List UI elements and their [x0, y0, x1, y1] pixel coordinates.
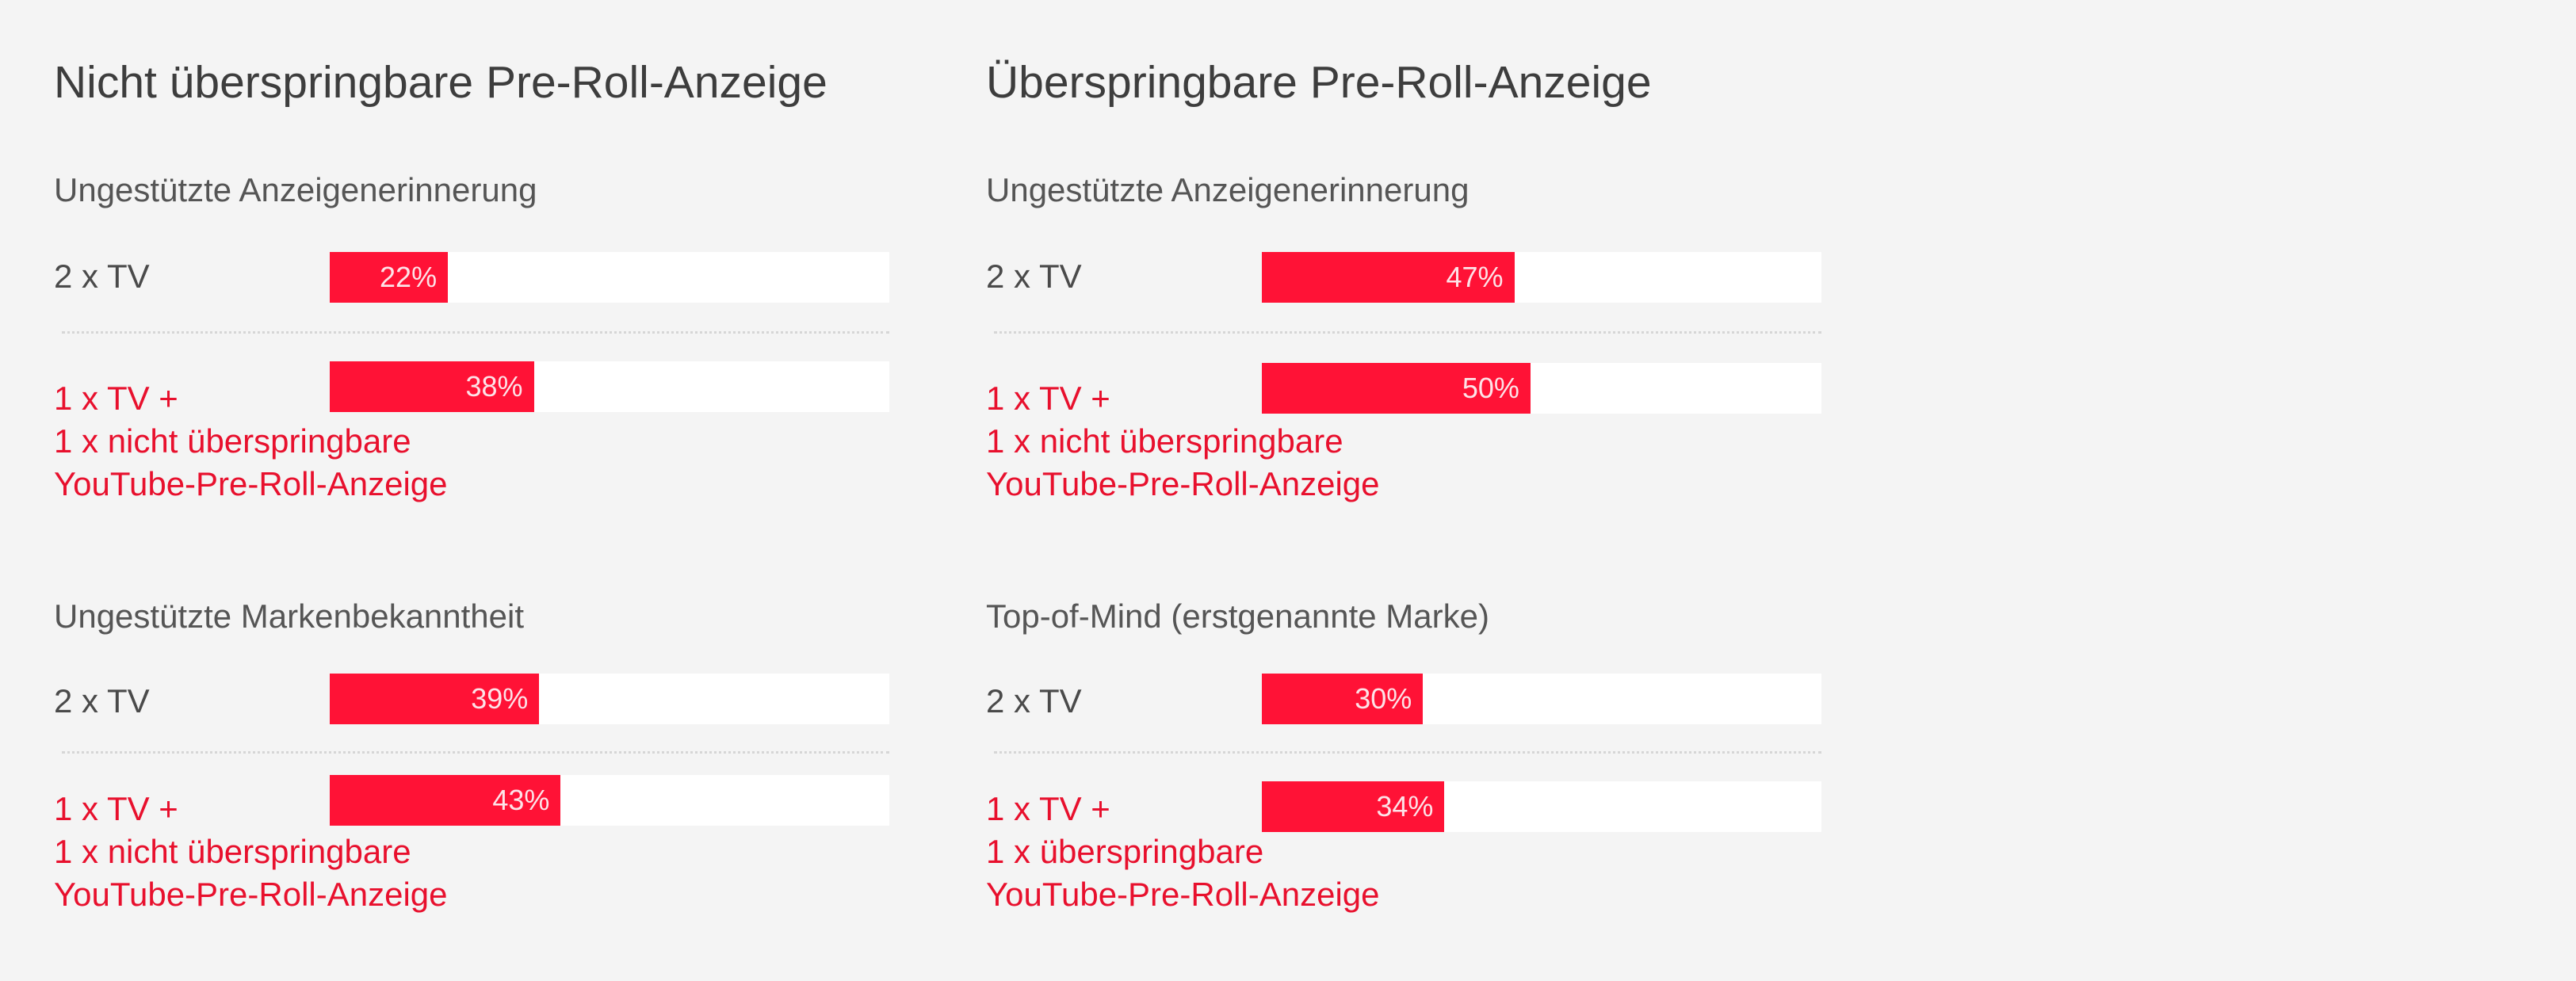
row-label-line: 1 x TV +: [986, 380, 1110, 417]
data-label: 50%: [1462, 372, 1519, 404]
data-label: 30%: [1355, 682, 1412, 715]
panel-non-skippable: Nicht überspringbare Pre-Roll-Anzeige Un…: [54, 0, 889, 981]
row-label-line: YouTube-Pre-Roll-Anzeige: [986, 876, 1380, 913]
row-label-line: 2 x TV: [54, 682, 150, 720]
bar-fill: 39%: [330, 674, 540, 724]
data-label: 38%: [465, 370, 523, 403]
row-label-line: 1 x TV +: [986, 790, 1110, 827]
row-label-line: 1 x TV +: [54, 790, 178, 827]
section-title: Ungestützte Anzeigenerinnerung: [986, 171, 1470, 208]
section-title: Top-of-Mind (erstgenannte Marke): [986, 597, 1489, 635]
row-label-line: YouTube-Pre-Roll-Anzeige: [54, 465, 448, 502]
row-label: 1 x TV + 1 x nicht überspringbare YouTub…: [986, 377, 1380, 506]
data-label: 39%: [471, 682, 529, 715]
data-label: 43%: [492, 784, 550, 816]
section-title: Ungestützte Anzeigenerinnerung: [54, 171, 537, 208]
row-label-line: 2 x TV: [986, 682, 1082, 720]
row-label-line: 1 x überspringbare: [986, 833, 1264, 870]
row-label: 2 x TV: [54, 255, 150, 298]
row-label-line: YouTube-Pre-Roll-Anzeige: [986, 465, 1380, 502]
bar-fill: 47%: [1262, 252, 1515, 303]
row-label-line: 2 x TV: [54, 258, 150, 295]
row-label-line: 1 x nicht überspringbare: [986, 422, 1343, 460]
row-label: 1 x TV + 1 x nicht überspringbare YouTub…: [54, 377, 448, 506]
bar-fill: 30%: [1262, 674, 1424, 724]
panel-skippable: Überspringbare Pre-Roll-Anzeige Ungestüt…: [986, 0, 1821, 981]
bar-fill: 34%: [1262, 781, 1445, 832]
row-label: 1 x TV + 1 x überspringbare YouTube-Pre-…: [986, 788, 1380, 916]
bar-track: 30%: [1262, 674, 1821, 724]
separator: [62, 331, 889, 334]
bar-fill: 50%: [1262, 363, 1531, 414]
row-label-line: 1 x nicht überspringbare: [54, 833, 411, 870]
data-label: 47%: [1446, 261, 1504, 293]
bar-track: 43%: [330, 775, 889, 826]
row-label-line: 1 x nicht überspringbare: [54, 422, 411, 460]
bar-track: 47%: [1262, 252, 1821, 303]
data-label: 34%: [1376, 790, 1434, 823]
section-title: Ungestützte Markenbekanntheit: [54, 597, 525, 635]
bar-track: 39%: [330, 674, 889, 724]
row-label-line: 1 x TV +: [54, 380, 178, 417]
panel-title: Überspringbare Pre-Roll-Anzeige: [986, 57, 1652, 108]
bar-track: 38%: [330, 361, 889, 412]
separator: [994, 751, 1821, 754]
bar-track: 50%: [1262, 363, 1821, 414]
row-label: 2 x TV: [986, 680, 1082, 723]
bar-track: 22%: [330, 252, 889, 303]
row-label: 1 x TV + 1 x nicht überspringbare YouTub…: [54, 788, 448, 916]
row-label-line: YouTube-Pre-Roll-Anzeige: [54, 876, 448, 913]
bar-fill: 22%: [330, 252, 449, 303]
row-label: 2 x TV: [986, 255, 1082, 298]
separator: [994, 331, 1821, 334]
data-label: 22%: [380, 261, 438, 293]
bar-fill: 43%: [330, 775, 561, 826]
row-label-line: 2 x TV: [986, 258, 1082, 295]
bar-track: 34%: [1262, 781, 1821, 832]
bar-fill: 38%: [330, 361, 534, 412]
row-label: 2 x TV: [54, 680, 150, 723]
separator: [62, 751, 889, 754]
panel-title: Nicht überspringbare Pre-Roll-Anzeige: [54, 57, 827, 108]
